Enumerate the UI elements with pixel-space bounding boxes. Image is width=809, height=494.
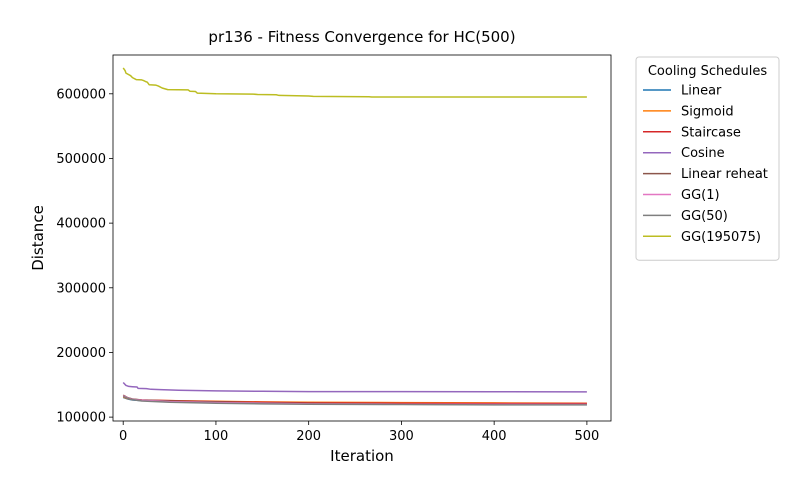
x-tick-label: 300 (389, 429, 414, 444)
legend-label: Linear (681, 84, 722, 99)
y-tick-label: 100000 (56, 411, 106, 426)
y-tick-label: 200000 (56, 346, 106, 361)
legend-box (635, 56, 780, 261)
y-tick-label: 500000 (56, 152, 106, 167)
x-tick-label: 400 (482, 429, 507, 444)
legend-label: Cosine (681, 146, 725, 161)
plot-area (122, 67, 587, 406)
legend-label: Sigmoid (681, 104, 734, 119)
x-tick-label: 200 (296, 429, 321, 444)
axes-frame (112, 54, 612, 422)
axes: 0 100 200 300 400 500 100000 200000 300000 400000… (56, 54, 612, 444)
series-line-7 (122, 67, 587, 98)
x-axis-title: Iteration (330, 447, 394, 465)
x-tick-label: 0 (119, 429, 127, 444)
legend-label: GG(195075) (681, 230, 761, 245)
series-line-3 (122, 382, 587, 393)
y-tick-label: 400000 (56, 217, 106, 232)
y-tick-label: 300000 (56, 281, 106, 296)
legend-label: GG(50) (681, 209, 728, 224)
x-tick-label: 100 (204, 429, 229, 444)
y-tick-label: 600000 (56, 87, 106, 102)
legend-label: GG(1) (681, 188, 720, 203)
y-axis-title: Distance (29, 205, 47, 271)
legend-label: Staircase (681, 125, 741, 140)
series-line-6 (122, 395, 587, 406)
x-tick-label: 500 (574, 429, 599, 444)
legend: Cooling Schedules Linear Sigmoid Staircase C… (635, 56, 780, 261)
legend-title: Cooling Schedules (648, 64, 768, 79)
legend-label: Linear reheat (681, 167, 768, 182)
chart-title: pr136 - Fitness Convergence for HC(500) (208, 28, 515, 46)
